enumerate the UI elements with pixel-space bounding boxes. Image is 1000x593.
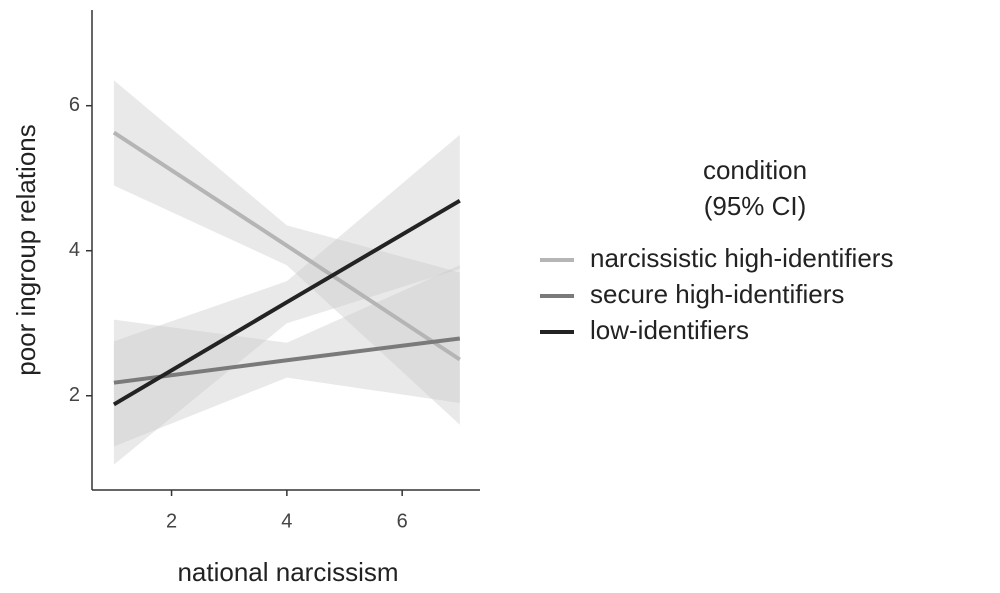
x-tick-label: 4 (281, 510, 292, 532)
trend-line (112, 130, 461, 362)
y-tick-label: 6 (69, 94, 80, 116)
ci-ribbon (113, 265, 460, 447)
trend-line (113, 336, 461, 385)
y-axis-label: poor ingroup relations (11, 124, 41, 376)
trend-line (112, 198, 461, 407)
y-tick-label: 2 (69, 384, 80, 406)
legend-label: secure high-identifiers (590, 279, 844, 309)
legend-label: low-identifiers (590, 315, 749, 345)
legend-label: narcissistic high-identifiers (590, 243, 893, 273)
y-tick-label: 4 (69, 239, 80, 261)
ci-ribbon (113, 80, 460, 425)
legend-title: condition (703, 155, 807, 185)
x-axis-label: national narcissism (177, 557, 398, 587)
ci-ribbon (113, 134, 460, 465)
legend-title: (95% CI) (704, 191, 807, 221)
x-tick-label: 6 (397, 510, 408, 532)
x-tick-label: 2 (166, 510, 177, 532)
